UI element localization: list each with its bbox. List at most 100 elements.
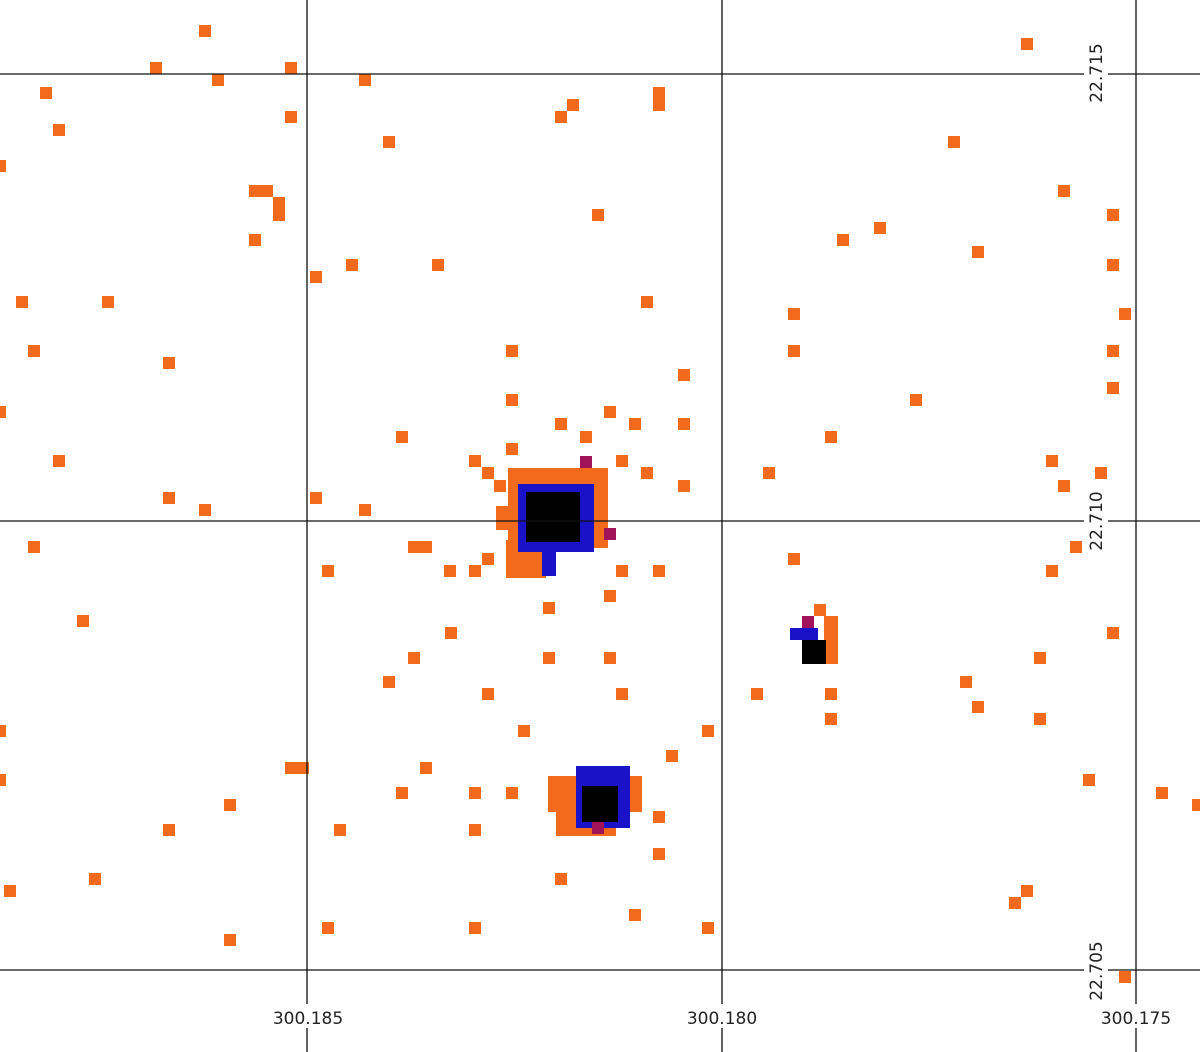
x-label: 300.185 <box>273 1009 343 1029</box>
pixel <box>1119 971 1131 983</box>
pixel <box>0 406 6 418</box>
source-halo <box>814 604 826 616</box>
pixel <box>604 652 616 664</box>
pixel <box>1119 308 1131 320</box>
source-pixel <box>592 822 604 834</box>
pixel <box>28 541 40 553</box>
pixel <box>482 467 494 479</box>
pixel <box>4 885 16 897</box>
pixel <box>1107 382 1119 394</box>
pixel <box>543 602 555 614</box>
sources <box>496 456 838 836</box>
pixel <box>1107 345 1119 357</box>
pixel <box>199 25 211 37</box>
pixel <box>1107 627 1119 639</box>
source-halo <box>496 506 516 530</box>
label-bg <box>270 1004 348 1028</box>
pixel <box>616 688 628 700</box>
pixel <box>666 750 678 762</box>
pixel <box>555 418 567 430</box>
pixel <box>972 701 984 713</box>
pixel <box>616 455 628 467</box>
pixel <box>346 259 358 271</box>
pixel <box>163 824 175 836</box>
pixel <box>1107 209 1119 221</box>
pixel <box>1095 467 1107 479</box>
pixel <box>444 565 456 577</box>
pixel <box>494 480 506 492</box>
pixel <box>28 345 40 357</box>
pixel <box>604 590 616 602</box>
pixel <box>580 431 592 443</box>
pixel <box>40 87 52 99</box>
pixel <box>629 418 641 430</box>
source-pixel <box>580 456 592 468</box>
pixel <box>788 308 800 320</box>
pixel <box>310 492 322 504</box>
y-label: 22.715 <box>1087 43 1107 102</box>
pixel <box>322 565 334 577</box>
pixel <box>653 811 665 823</box>
pixel <box>408 652 420 664</box>
pixel <box>518 725 530 737</box>
pixel <box>653 99 665 111</box>
pixel <box>249 234 261 246</box>
pixel <box>678 480 690 492</box>
pixel <box>1156 787 1168 799</box>
pixel <box>555 873 567 885</box>
pixel <box>678 418 690 430</box>
y-label: 22.705 <box>1087 941 1107 1000</box>
pixel <box>543 652 555 664</box>
pixel <box>249 185 261 197</box>
pixel <box>383 136 395 148</box>
pixel <box>224 934 236 946</box>
pixel <box>199 504 211 516</box>
pixel <box>432 259 444 271</box>
pixel <box>285 111 297 123</box>
label-bg <box>1084 934 1108 1008</box>
pixel <box>1021 885 1033 897</box>
source-ring <box>790 628 818 640</box>
pixel <box>702 922 714 934</box>
pixel <box>469 565 481 577</box>
pixel <box>469 787 481 799</box>
pixel <box>396 787 408 799</box>
pixel <box>788 553 800 565</box>
pixel <box>0 774 6 786</box>
pixel <box>702 725 714 737</box>
pixel <box>506 345 518 357</box>
pixel <box>16 296 28 308</box>
pixel <box>53 455 65 467</box>
pixel <box>1034 713 1046 725</box>
pixel <box>653 87 665 99</box>
pixel <box>653 848 665 860</box>
label-bg <box>1084 484 1108 558</box>
pixel <box>285 62 297 74</box>
pixel <box>910 394 922 406</box>
pixel <box>359 74 371 86</box>
pixel <box>506 787 518 799</box>
pixel <box>653 565 665 577</box>
x-label: 300.175 <box>1101 1009 1171 1029</box>
pixel <box>0 160 6 172</box>
pixel <box>396 431 408 443</box>
source-pixel <box>802 616 814 628</box>
pixel <box>261 185 273 197</box>
pixel <box>1083 774 1095 786</box>
pixel <box>469 824 481 836</box>
pixel <box>420 541 432 553</box>
pixel <box>273 209 285 221</box>
pixel <box>837 234 849 246</box>
x-label: 300.180 <box>687 1009 757 1029</box>
pixel <box>297 762 309 774</box>
pixel <box>102 296 114 308</box>
pixel <box>641 296 653 308</box>
pixel <box>469 455 481 467</box>
pixel <box>788 345 800 357</box>
pixel <box>1058 480 1070 492</box>
label-bg <box>684 1004 762 1028</box>
pixel <box>77 615 89 627</box>
pixel <box>592 209 604 221</box>
